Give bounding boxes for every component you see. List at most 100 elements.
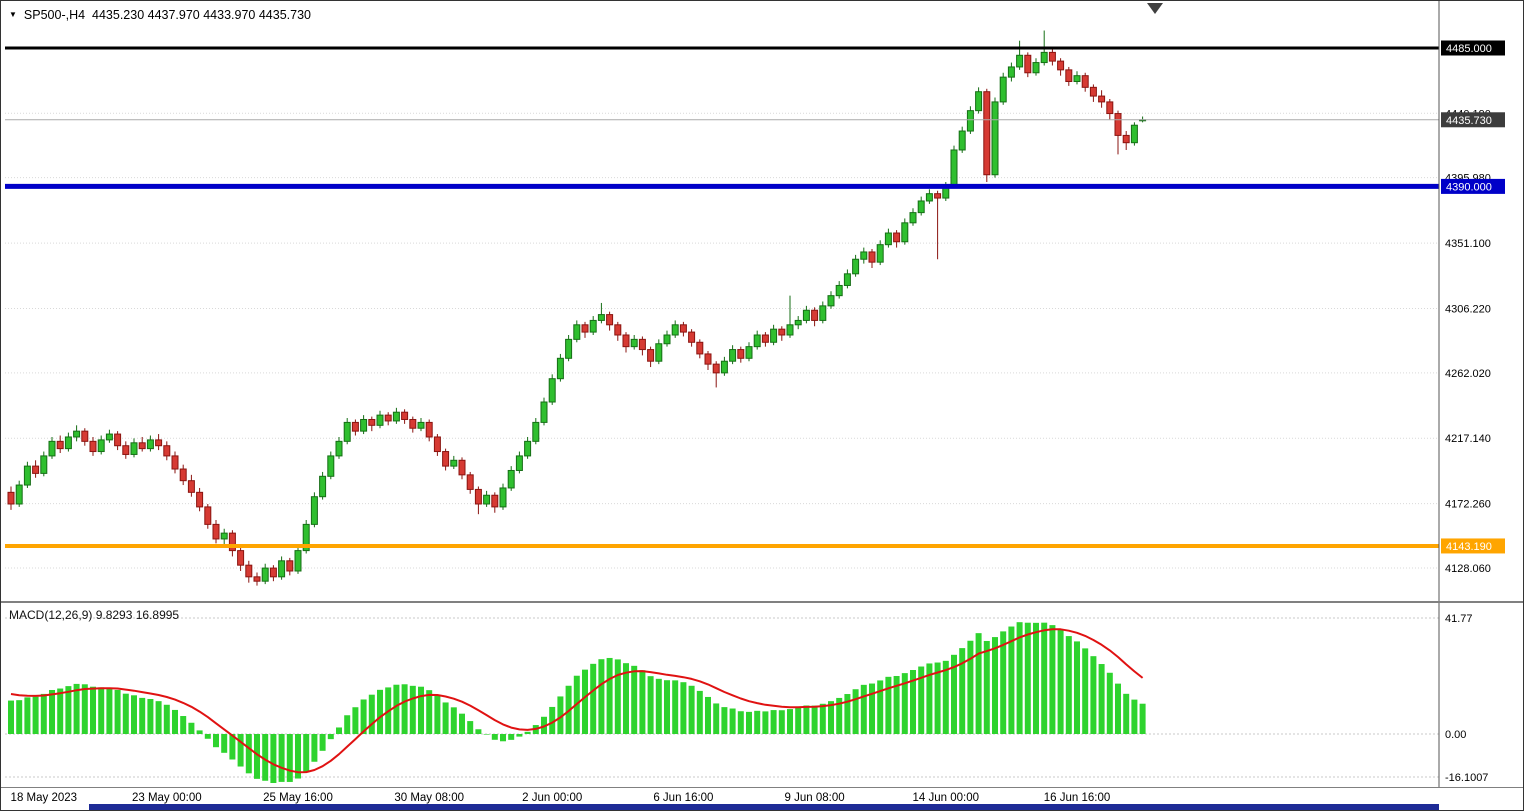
macd-bar [713, 703, 720, 734]
candle-body [409, 418, 417, 429]
macd-bar [664, 680, 670, 734]
candle-body [1057, 60, 1065, 71]
macd-bar [582, 669, 588, 734]
macd-bar [655, 678, 662, 734]
macd-bar [614, 659, 621, 734]
macd-bar [1115, 683, 1121, 734]
macd-bar [541, 716, 547, 734]
macd-bar [737, 711, 744, 734]
price-axis-label: 4306.220 [1445, 303, 1491, 315]
chart-shift-marker-icon[interactable] [1147, 3, 1163, 14]
candle-body [663, 334, 671, 345]
macd-bar [951, 654, 957, 734]
macd-bar [1139, 703, 1146, 734]
macd-signal-line [10, 628, 1144, 774]
candle-body [1106, 101, 1114, 115]
candle-body [114, 433, 122, 447]
macd-bar [606, 657, 613, 734]
price-axis-label: 4128.060 [1445, 563, 1491, 575]
candle-body [884, 232, 892, 246]
candle-body [81, 430, 89, 442]
macd-bar [983, 640, 990, 734]
price-gridlines: 4440.1904395.9804351.1004306.2204262.020… [5, 108, 1491, 575]
candle-body [483, 494, 491, 505]
macd-bar [516, 734, 523, 737]
macd-bar [877, 680, 884, 734]
candle-body [548, 378, 556, 403]
macd-bar [934, 662, 941, 734]
candle-body [515, 455, 523, 471]
candle-body [138, 442, 146, 450]
macd-bar [303, 734, 310, 772]
candle-body [1098, 95, 1106, 103]
candle-body [179, 468, 187, 482]
svg-text:4390.000: 4390.000 [1446, 181, 1492, 193]
macd-bar [237, 734, 244, 767]
macd-axis-label: -16.1007 [1445, 772, 1488, 784]
macd-bar [508, 734, 515, 740]
macd-bar [254, 734, 260, 779]
candle-body [32, 465, 40, 474]
macd-bar [1057, 629, 1064, 734]
candle-body [376, 414, 384, 426]
macd-bar [1065, 636, 1072, 734]
macd-bar [344, 715, 351, 734]
candle-body [540, 401, 548, 423]
macd-bar [819, 703, 826, 734]
macd-bar [1033, 622, 1039, 734]
bottom-scrollbar[interactable] [89, 804, 1439, 810]
candle-body [1114, 113, 1122, 136]
macd-bar [557, 696, 564, 734]
candle-body [761, 334, 769, 343]
macd-indicator-label: MACD(12,26,9) 9.8293 16.8995 [9, 608, 180, 622]
svg-text:4435.730: 4435.730 [1446, 115, 1492, 127]
candle-body [499, 487, 507, 508]
macd-bar [639, 670, 646, 734]
macd-bar [647, 676, 654, 734]
macd-bar [40, 693, 47, 734]
macd-bar [278, 734, 285, 782]
candle-body [630, 338, 638, 348]
macd-bar [57, 688, 64, 734]
macd-bar [122, 693, 129, 734]
candle-body [934, 193, 942, 199]
candle-body [319, 475, 327, 498]
candle-body [770, 328, 778, 343]
candle-body [1032, 62, 1040, 74]
macd-bar [229, 734, 236, 760]
candle-body [532, 421, 540, 442]
candle-body [647, 349, 655, 362]
candle-body [729, 349, 737, 362]
macd-bar [442, 702, 449, 734]
macd-axis-label: 0.00 [1445, 729, 1466, 741]
candle-body [187, 480, 195, 493]
candle-body [392, 411, 400, 422]
candle-body [442, 451, 450, 467]
macd-bar [319, 734, 326, 751]
time-axis-label: 14 Jun 00:00 [913, 792, 980, 804]
panel-separator[interactable] [1, 601, 1524, 603]
candle-body [7, 491, 15, 505]
macd-bar [418, 686, 424, 734]
macd-bar [1008, 626, 1015, 734]
candle-body [1048, 51, 1056, 62]
macd-bar [623, 663, 629, 734]
macd-bar [860, 684, 867, 734]
candle-body [679, 324, 687, 333]
macd-bar [852, 689, 859, 734]
candle-body [433, 436, 441, 453]
candle-body [876, 244, 884, 263]
candle-body [286, 560, 294, 572]
macd-bar [401, 684, 408, 734]
macd-bar [590, 663, 597, 734]
macd-bar [811, 705, 818, 734]
candle-body [146, 439, 154, 450]
candle-body [606, 314, 614, 326]
macd-bar [869, 683, 875, 734]
macd-bar [204, 734, 211, 739]
macd-bar [106, 687, 113, 734]
candle-body [40, 455, 48, 474]
candle-body [368, 418, 376, 426]
candle-body [48, 440, 56, 457]
